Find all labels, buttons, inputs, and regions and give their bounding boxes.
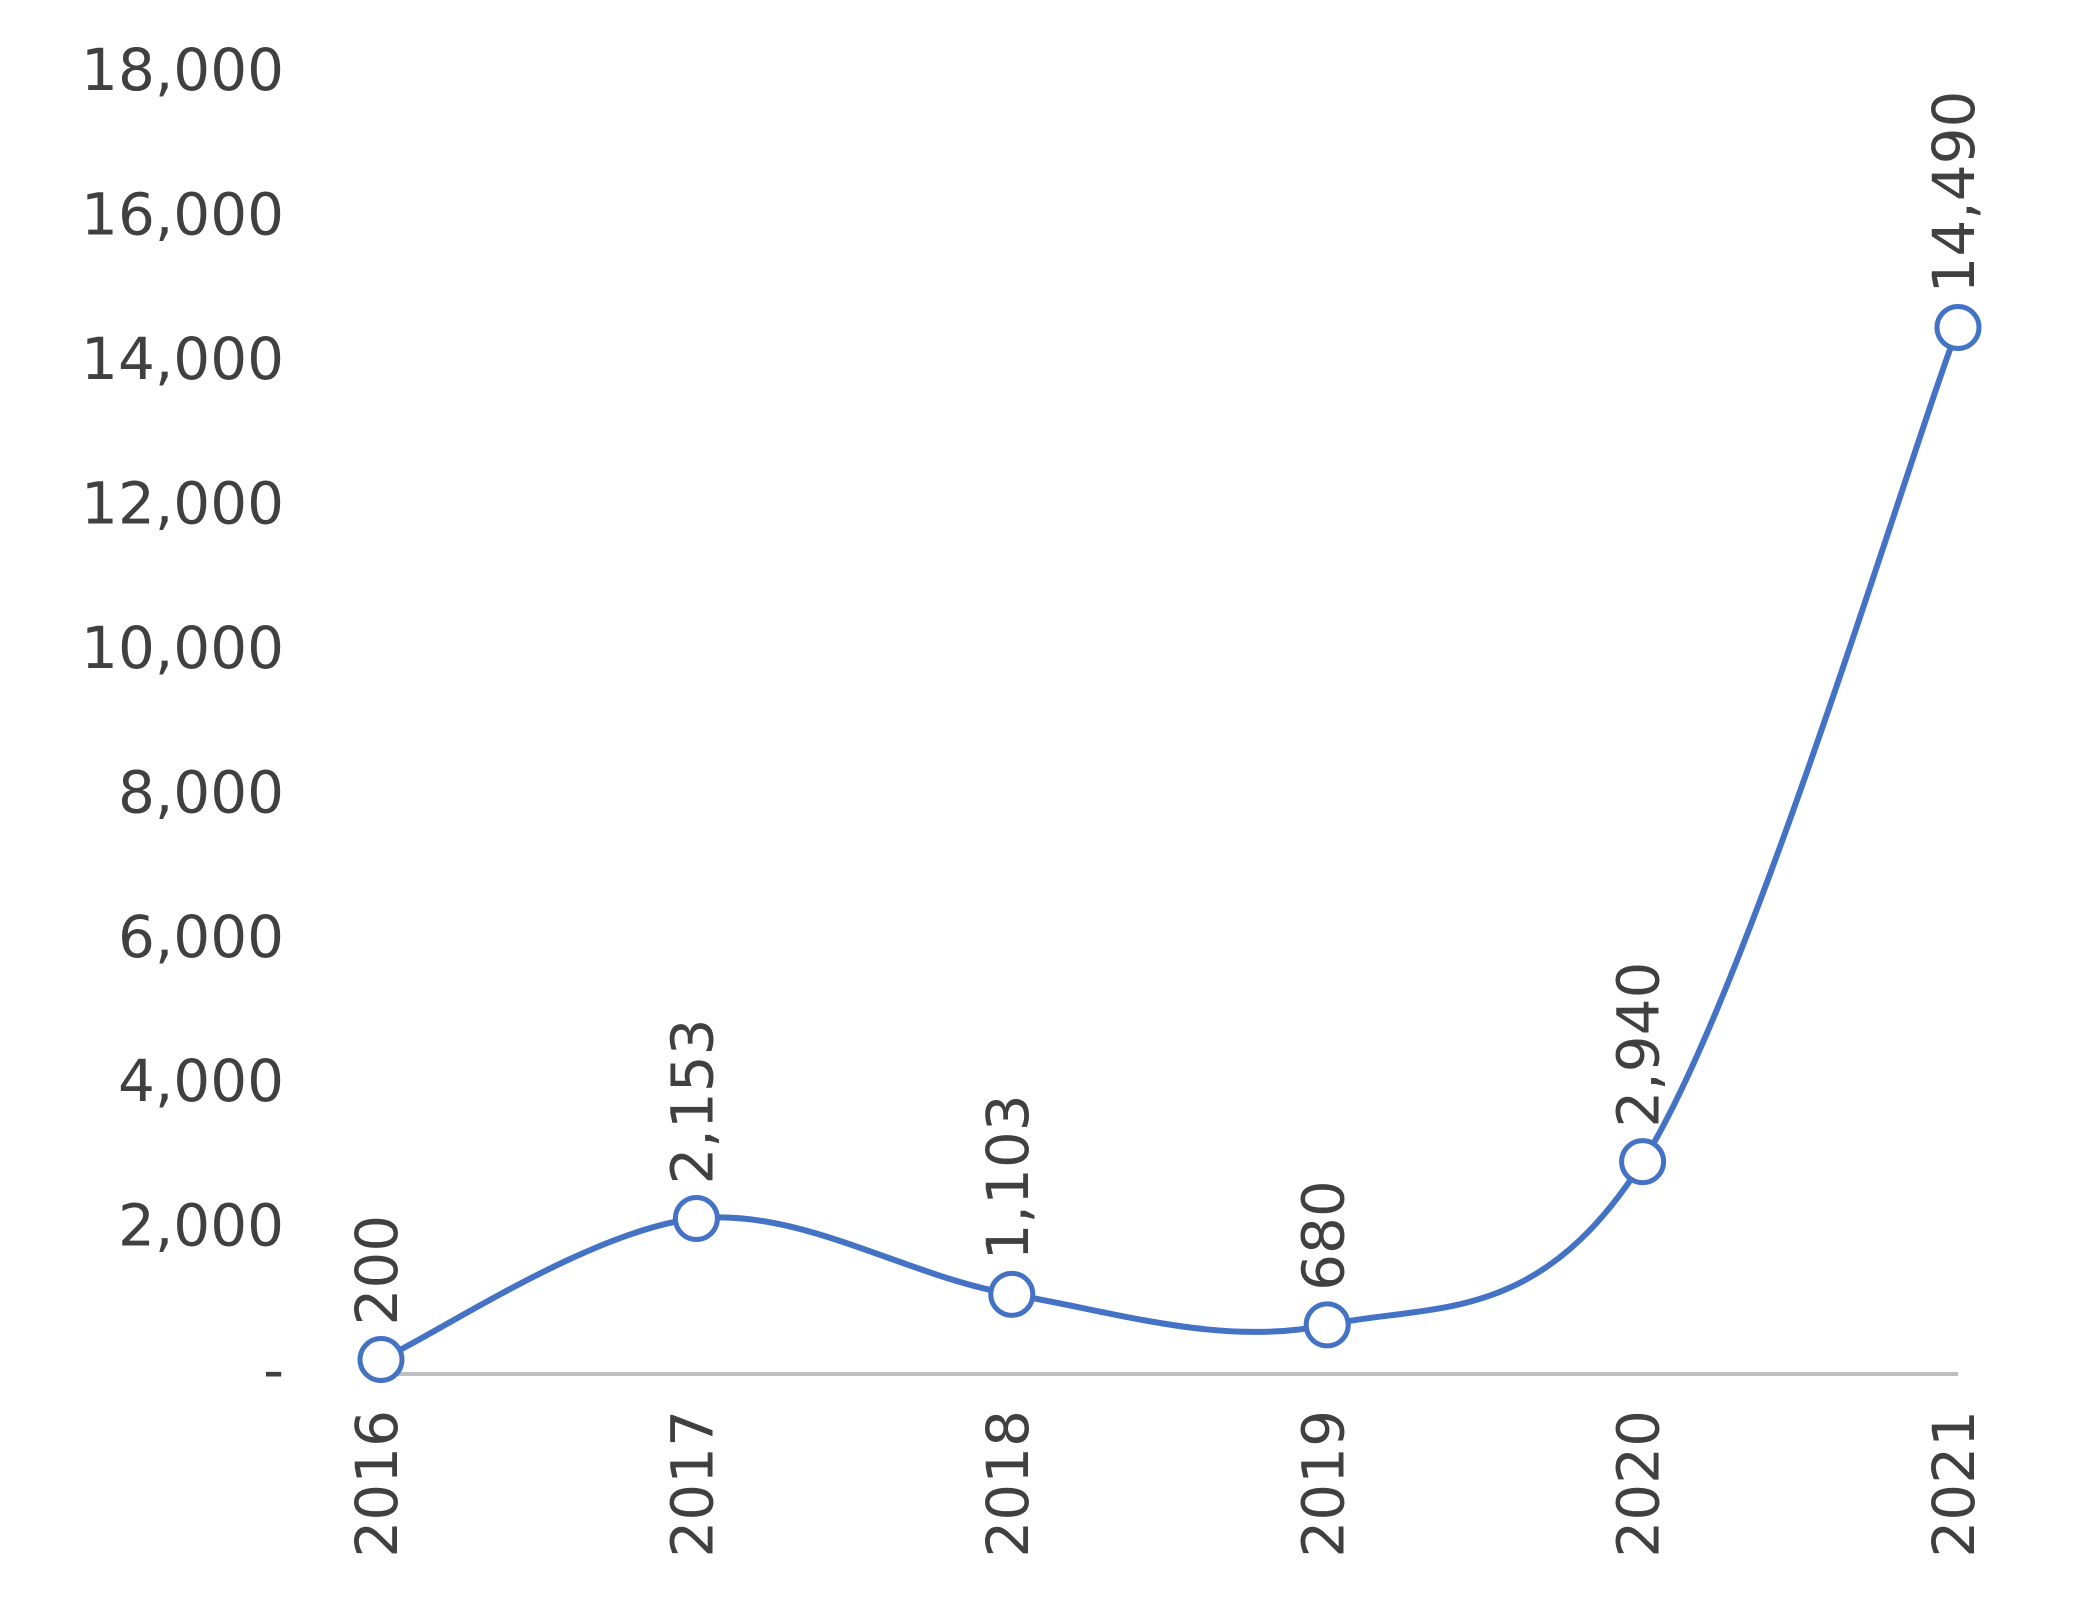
- y-tick-label: 18,000: [81, 36, 284, 104]
- y-tick-label: 12,000: [81, 469, 284, 537]
- x-tick-label: 2018: [974, 1410, 1042, 1558]
- y-tick-label: 6,000: [118, 903, 284, 971]
- data-label: 14,490: [1920, 91, 1988, 294]
- data-label: 680: [1289, 1180, 1357, 1291]
- y-tick-label: 16,000: [81, 181, 284, 249]
- marker: [357, 1336, 405, 1384]
- y-tick-label: 8,000: [118, 758, 284, 826]
- marker: [1619, 1138, 1667, 1186]
- marker: [988, 1270, 1036, 1318]
- y-tick-label: 14,000: [81, 325, 284, 393]
- x-tick-label: 2016: [343, 1410, 411, 1558]
- y-tick-label: -: [263, 1336, 284, 1404]
- data-label: 1,103: [974, 1094, 1042, 1260]
- marker: [1303, 1301, 1351, 1349]
- x-tick-label: 2020: [1605, 1410, 1673, 1558]
- y-tick-label: 2,000: [118, 1192, 284, 1260]
- marker: [672, 1195, 720, 1243]
- line: [379, 326, 1961, 1363]
- data-label: 2,940: [1605, 962, 1673, 1128]
- x-tick-label: 2017: [659, 1410, 727, 1558]
- x-tick-label: 2021: [1920, 1410, 1988, 1558]
- x-tick-label: 2019: [1289, 1410, 1357, 1558]
- data-label: 200: [343, 1215, 411, 1326]
- marker: [1934, 304, 1982, 351]
- y-tick-label: 10,000: [81, 614, 284, 682]
- data-label: 2,153: [659, 1018, 727, 1184]
- y-tick-label: 4,000: [118, 1047, 284, 1115]
